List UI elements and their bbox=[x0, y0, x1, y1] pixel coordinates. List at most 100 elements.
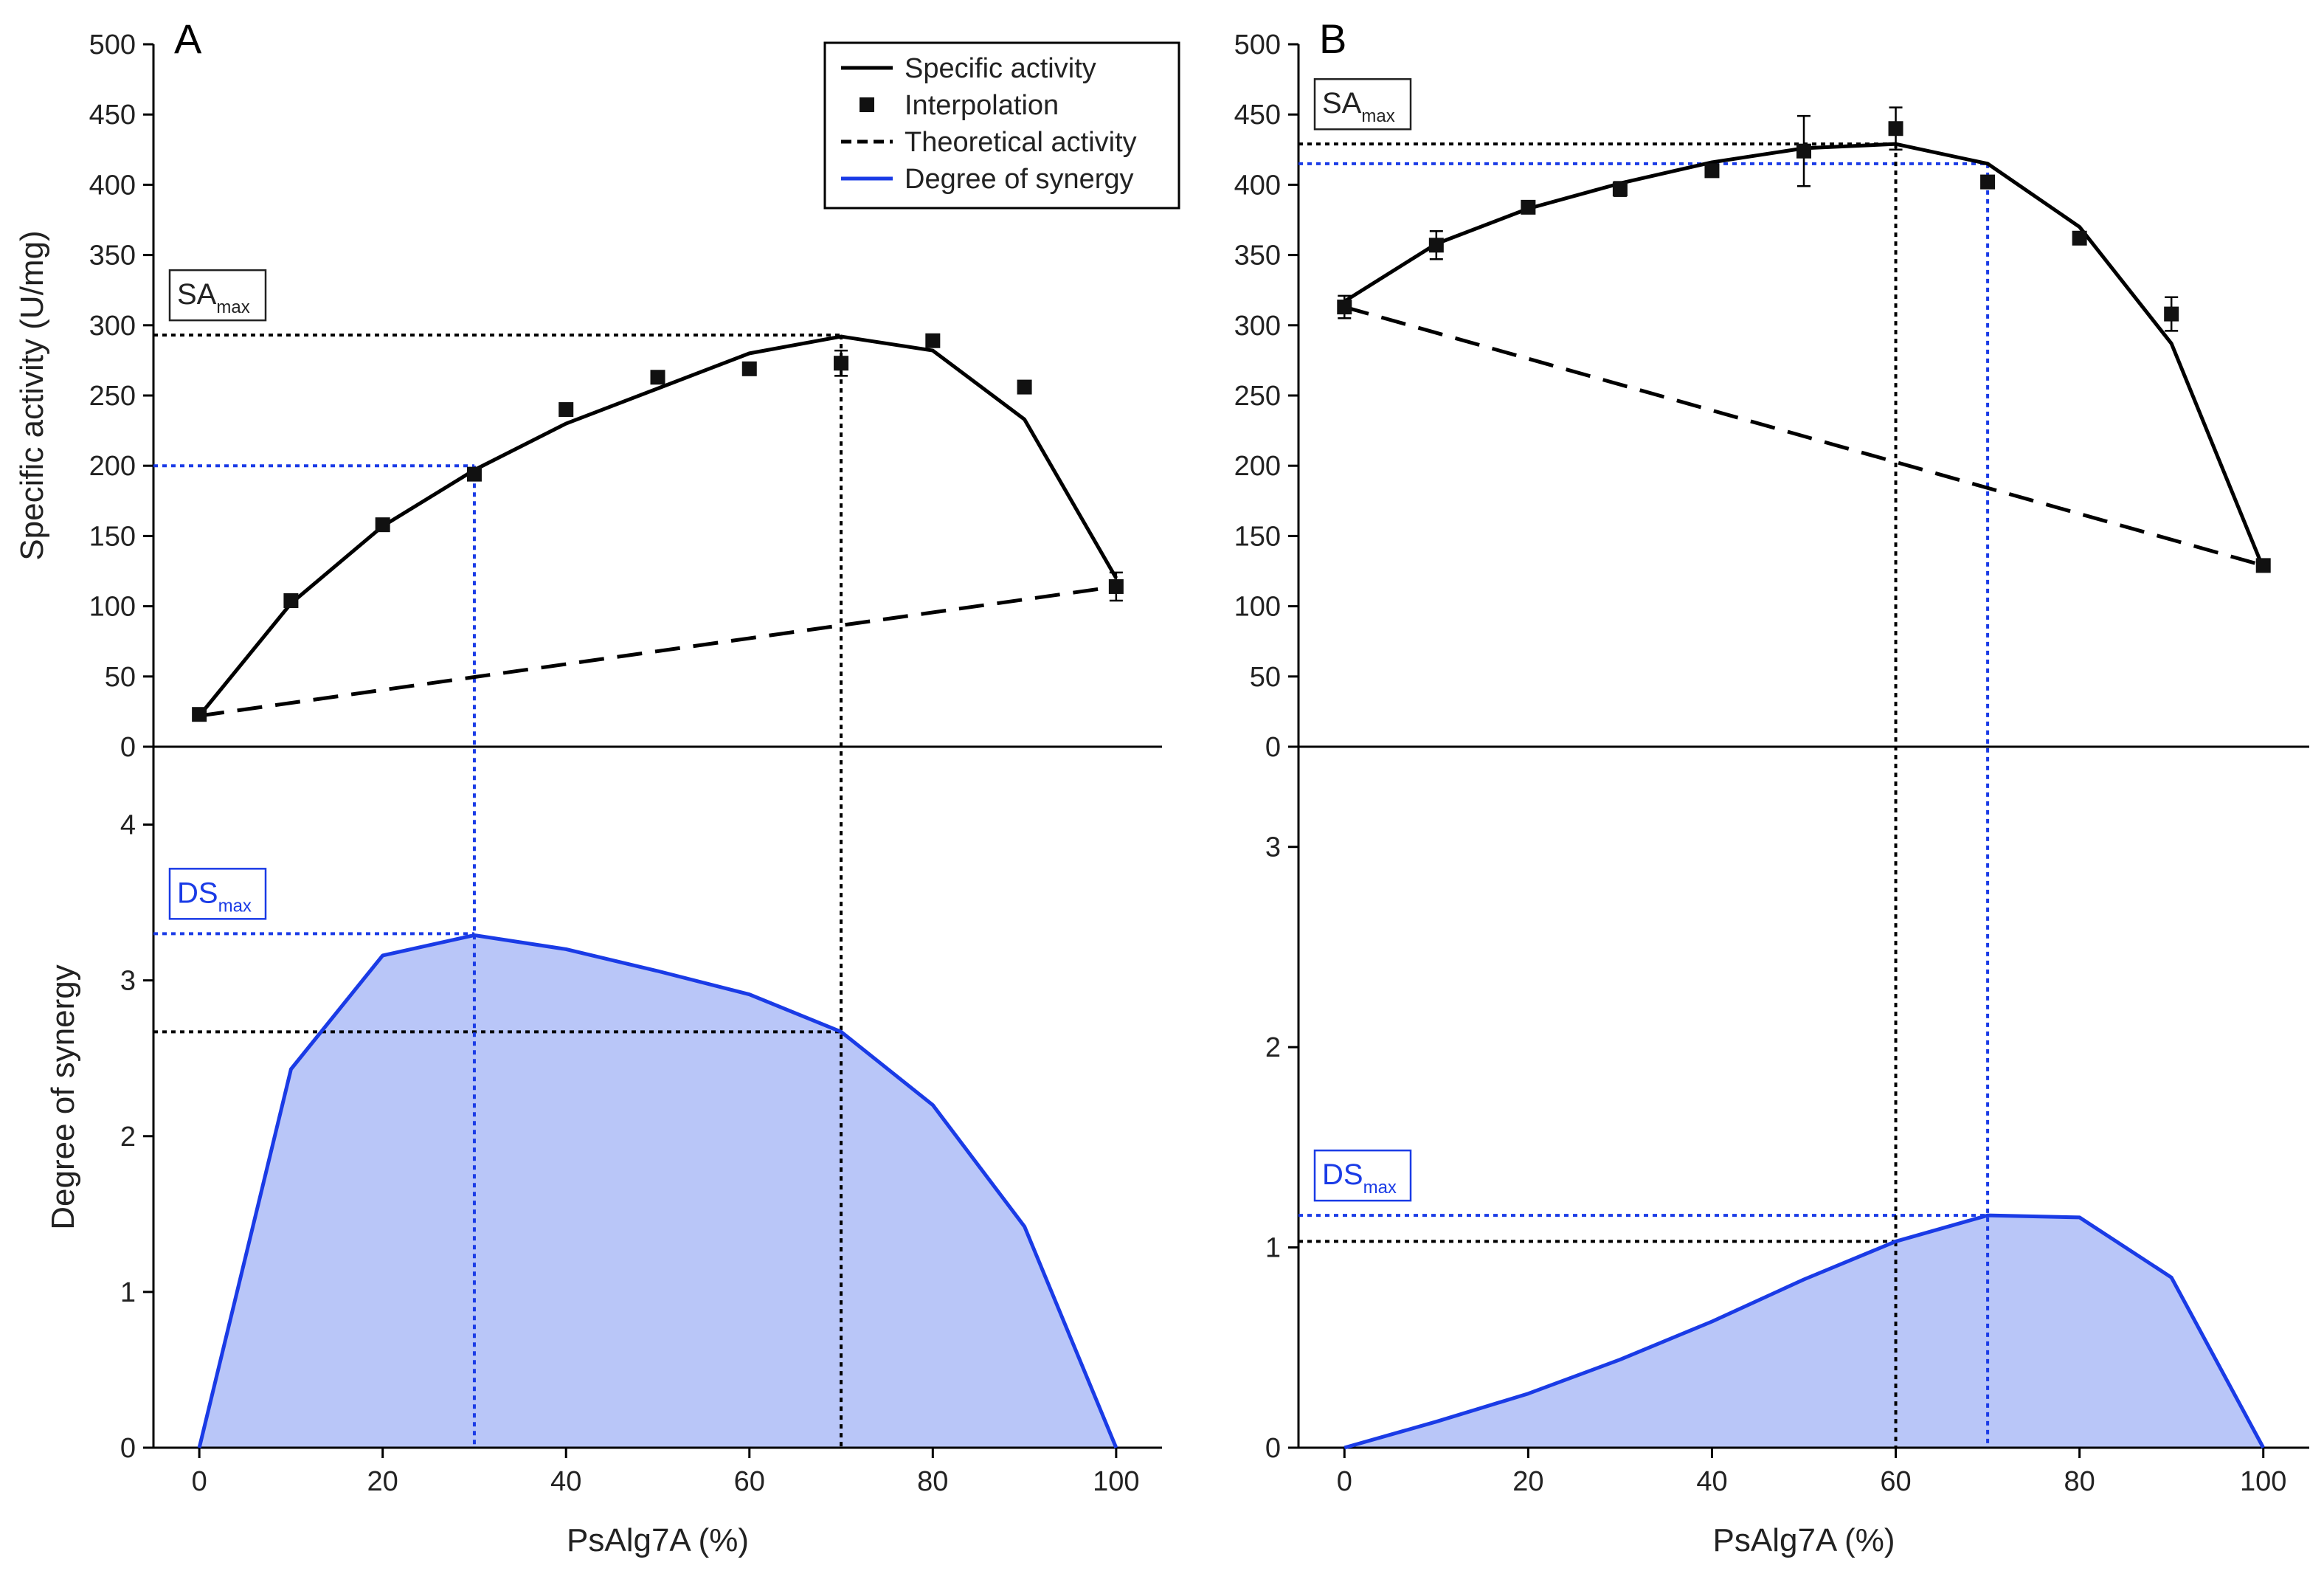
y-tick-label: 450 bbox=[1234, 100, 1281, 131]
interpolation-point bbox=[1428, 238, 1444, 253]
y-tick-label: 350 bbox=[89, 241, 136, 272]
y-tick-label: 450 bbox=[89, 100, 136, 131]
y-tick-label: 3 bbox=[1265, 832, 1281, 863]
ds-max-label-box bbox=[1313, 1149, 1412, 1202]
interpolation-point bbox=[1337, 300, 1352, 315]
x-tick-label: 60 bbox=[734, 1466, 765, 1497]
x-tick-label: 0 bbox=[192, 1466, 207, 1497]
y-tick-label: 200 bbox=[89, 451, 136, 482]
synergy-area-fill bbox=[1344, 1215, 2264, 1448]
interpolation-point bbox=[1017, 379, 1032, 395]
panel-letter: A bbox=[174, 15, 202, 62]
panel-b: 0 50 100 150 200 250 300 350 400 450 500 0 1 2 3 0 20 40 6… bbox=[1234, 15, 2309, 1558]
y-tick-label: 50 bbox=[1250, 662, 1281, 693]
x-axis-title: PsAlg7A (%) bbox=[567, 1522, 749, 1558]
y-tick-label: 0 bbox=[1265, 1433, 1281, 1464]
interpolation-point bbox=[2255, 558, 2271, 573]
y-tick-label: 500 bbox=[89, 30, 136, 61]
legend-label: Theoretical activity bbox=[905, 127, 1137, 158]
ds-max-label-text: DSmax bbox=[1322, 1158, 1397, 1198]
sa-max-label-subscript: max bbox=[1361, 106, 1394, 126]
y-tick-label: 3 bbox=[120, 966, 136, 997]
y-tick-label: 500 bbox=[1234, 30, 1281, 61]
legend-box bbox=[823, 41, 1180, 210]
ds-max-label-subscript: max bbox=[218, 896, 252, 916]
interpolation-point bbox=[375, 517, 390, 533]
y-tick-label: 50 bbox=[105, 662, 136, 693]
interpolation-point bbox=[925, 333, 941, 348]
sa-max-label-text: SAmax bbox=[1322, 87, 1395, 126]
y-tick-label: 2 bbox=[1265, 1032, 1281, 1063]
degree-of-synergy-line bbox=[1343, 1213, 2265, 1450]
x-tick-label: 20 bbox=[1512, 1466, 1543, 1497]
y-tick-label: 250 bbox=[1234, 381, 1281, 412]
y-tick-label: 100 bbox=[89, 592, 136, 623]
x-tick-label: 20 bbox=[367, 1466, 398, 1497]
y-tick-label: 100 bbox=[1234, 592, 1281, 623]
x-tick-label: 100 bbox=[2240, 1466, 2286, 1497]
y-tick-label: 250 bbox=[89, 381, 136, 412]
legend-label: Interpolation bbox=[905, 90, 1059, 121]
interpolation-point bbox=[1888, 121, 1903, 137]
interpolation-point bbox=[1980, 174, 1996, 190]
sa-max-label-main: SA bbox=[177, 278, 217, 311]
interpolation-point bbox=[283, 593, 299, 608]
y-tick-label: 2 bbox=[120, 1122, 136, 1153]
y-tick-label: 4 bbox=[120, 810, 136, 841]
interpolation-point bbox=[558, 402, 574, 418]
interpolation-point bbox=[2164, 306, 2179, 322]
interpolation-point bbox=[1108, 578, 1124, 594]
interpolation-point bbox=[2072, 230, 2087, 246]
ds-max-label-main: DS bbox=[177, 877, 218, 909]
x-tick-label: 40 bbox=[1696, 1466, 1727, 1497]
interpolation-point bbox=[1521, 199, 1536, 215]
panel-letter: B bbox=[1319, 15, 1346, 62]
x-tick-label: 0 bbox=[1337, 1466, 1352, 1497]
y-tick-label: 300 bbox=[89, 311, 136, 342]
legend-label: Degree of synergy bbox=[905, 164, 1134, 195]
x-tick-label: 80 bbox=[2064, 1466, 2095, 1497]
y-axis-title-bottom: Degree of synergy bbox=[45, 964, 81, 1230]
degree-of-synergy-line bbox=[197, 933, 1118, 1448]
synergy-area-fill bbox=[199, 935, 1116, 1448]
interpolation-point bbox=[741, 361, 757, 376]
theoretical-activity-line bbox=[1343, 305, 2264, 567]
legend-swatch-interpolation bbox=[860, 97, 874, 112]
x-axis-title: PsAlg7A (%) bbox=[1713, 1522, 1895, 1558]
sa-max-label-text: SAmax bbox=[177, 278, 250, 317]
y-tick-label: 0 bbox=[120, 732, 136, 763]
theoretical-activity-line bbox=[198, 584, 1117, 718]
interpolation-point bbox=[650, 370, 665, 385]
interpolation-point bbox=[466, 466, 482, 482]
sa-max-label-subscript: max bbox=[216, 297, 249, 317]
x-tick-label: 60 bbox=[1880, 1466, 1911, 1497]
y-tick-label: 150 bbox=[1234, 521, 1281, 552]
x-tick-label: 80 bbox=[917, 1466, 948, 1497]
ds-max-label-text: DSmax bbox=[177, 877, 252, 916]
y-tick-label: 1 bbox=[1265, 1233, 1281, 1264]
ds-max-label-box bbox=[168, 868, 267, 920]
ds-max-label-main: DS bbox=[1322, 1158, 1363, 1191]
y-tick-label: 400 bbox=[1234, 170, 1281, 201]
y-tick-label: 0 bbox=[1265, 732, 1281, 763]
interpolation-point bbox=[192, 707, 207, 722]
y-tick-label: 1 bbox=[120, 1277, 136, 1308]
interpolation-point bbox=[1704, 163, 1720, 179]
sa-max-label-box bbox=[168, 269, 267, 322]
interpolation-point bbox=[834, 356, 849, 371]
sa-max-label-box bbox=[1313, 77, 1412, 131]
interpolation-point bbox=[1796, 143, 1811, 159]
y-axis-title-top: Specific activity (U/mg) bbox=[14, 230, 50, 560]
legend: Specific activity Interpolation Theoretica… bbox=[823, 41, 1180, 210]
x-tick-label: 40 bbox=[550, 1466, 581, 1497]
y-tick-label: 400 bbox=[89, 170, 136, 201]
y-tick-label: 300 bbox=[1234, 311, 1281, 342]
y-tick-label: 150 bbox=[89, 521, 136, 552]
interpolation-point bbox=[1612, 182, 1628, 197]
legend-label: Specific activity bbox=[905, 53, 1096, 84]
specific-activity-line bbox=[1343, 142, 2266, 570]
y-tick-label: 350 bbox=[1234, 241, 1281, 272]
